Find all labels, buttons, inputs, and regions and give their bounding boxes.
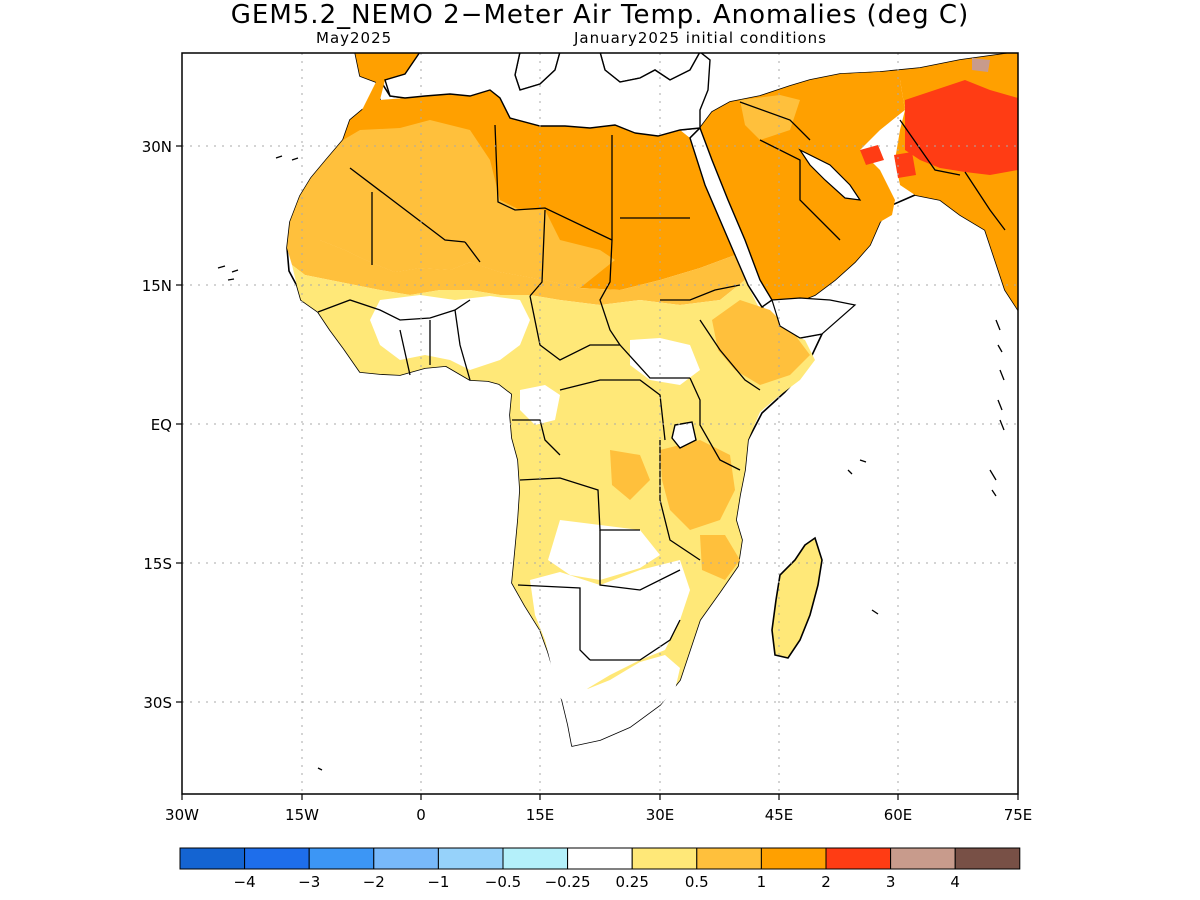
legend-swatch: [825, 847, 892, 870]
anomaly-zambia-orange: [700, 535, 740, 580]
lon-label: 45E: [765, 806, 794, 824]
persian-gulf: [798, 148, 862, 201]
legend-swatch: [179, 847, 246, 870]
anomaly-arabia-north: [740, 95, 800, 140]
anomaly-red-small-2: [894, 152, 916, 178]
lat-label: 30S: [143, 694, 172, 712]
lon-label: 60E: [884, 806, 913, 824]
anomaly-red-small-1: [860, 145, 884, 165]
legend-swatch: [890, 847, 956, 870]
lon-axis: [181, 794, 1019, 800]
legend-swatch: [954, 847, 1021, 870]
anomaly-pakistan-red: [905, 80, 1018, 175]
chart-title: GEM5.2_NEMO 2−Meter Air Temp. Anomalies …: [230, 0, 970, 30]
island-markers: [217, 155, 1005, 771]
lon-label: 0: [416, 806, 426, 824]
lake-victoria: [671, 421, 697, 449]
legend-label: 0.5: [685, 873, 709, 891]
legend-swatch: [437, 847, 504, 870]
legend-label: 4: [950, 873, 960, 891]
legend-label: −0.5: [485, 873, 521, 891]
gulf-of-aden: [771, 297, 857, 339]
madagascar-island: [771, 536, 823, 659]
legend-label: 0.25: [615, 873, 648, 891]
legend-swatch: [244, 847, 310, 870]
lat-label: 15N: [142, 277, 172, 295]
legend-label: 2: [821, 873, 831, 891]
initial-conditions-label: January2025 initial conditions: [574, 29, 827, 47]
anomaly-pakistan-brown: [972, 58, 990, 72]
lon-label: 15W: [285, 806, 319, 824]
legend-label: 3: [886, 873, 896, 891]
lon-label: 30E: [646, 806, 675, 824]
legend-swatch: [502, 847, 569, 870]
legend-label: −2: [363, 873, 385, 891]
legend-swatch: [760, 847, 827, 870]
lon-label: 75E: [1004, 806, 1033, 824]
legend-swatch: [696, 847, 762, 870]
color-legend: −4 −3 −2 −1 −0.5 −0.25 0.25 0.5 1 2 3 4: [179, 847, 1021, 891]
country-borders: [317, 101, 1006, 661]
legend-label: 1: [757, 873, 767, 891]
legend-swatch: [567, 847, 633, 870]
lon-label: 15E: [526, 806, 555, 824]
anomaly-east-africa-white: [630, 338, 700, 385]
lon-label: 30W: [165, 806, 199, 824]
legend-label: −1: [427, 873, 449, 891]
legend-swatch: [373, 847, 439, 870]
anomaly-ethiopia-orange: [712, 300, 810, 385]
anomaly-tanzania-orange: [660, 440, 735, 530]
anomaly-angola-white: [548, 520, 660, 580]
legend-swatch: [631, 847, 698, 870]
anomaly-south-africa-white-2: [572, 655, 680, 746]
anomaly-west-africa-white: [370, 295, 530, 370]
lat-label: EQ: [151, 416, 172, 434]
lat-axis: [176, 145, 182, 703]
anomaly-west-sahara: [290, 120, 615, 288]
anomaly-south-africa-white: [530, 560, 690, 746]
forecast-month-label: May2025: [316, 29, 393, 47]
anomaly-central-orange: [610, 450, 650, 500]
legend-label: −4: [234, 873, 256, 891]
lat-label: 15S: [143, 555, 172, 573]
anomaly-sahel-band: [287, 222, 745, 305]
legend-label: −3: [298, 873, 320, 891]
gridlines: [182, 53, 1018, 794]
legend-label: −0.25: [545, 873, 591, 891]
lat-label: 30N: [142, 138, 172, 156]
legend-swatch: [308, 847, 375, 870]
